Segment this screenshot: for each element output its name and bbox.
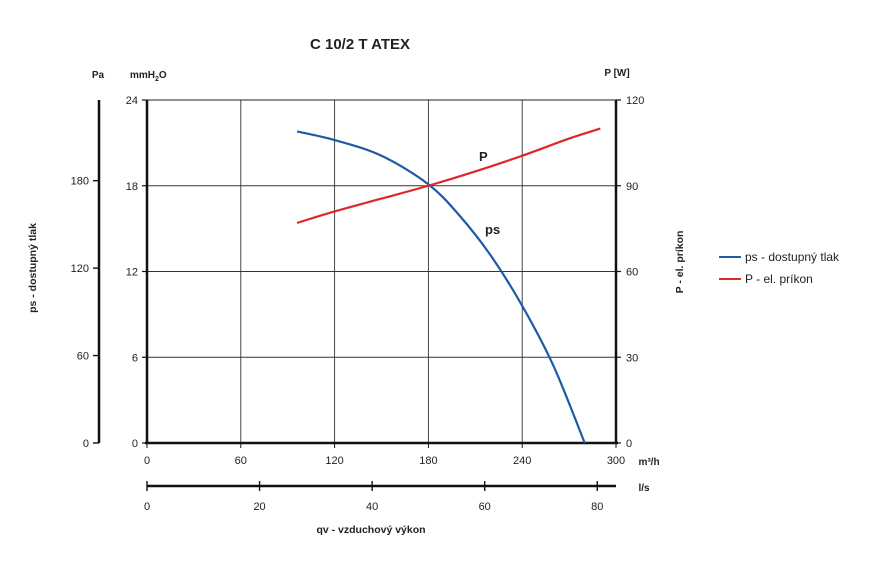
x-tick-label-ls: 80	[591, 501, 603, 513]
power-curve	[296, 127, 601, 224]
mmh2o-unit-sub: 2	[155, 76, 159, 83]
legend-label: P - el. príkon	[745, 272, 813, 286]
y-tick-label-power: 0	[626, 438, 632, 450]
x-tick-label-m3h: 300	[607, 455, 625, 467]
x-tick-label-ls: 60	[479, 501, 491, 513]
y-tick-label-pa: 0	[83, 438, 89, 450]
x-tick-label-m3h: 0	[144, 455, 150, 467]
y-tick-label-mmh2o: 0	[132, 438, 138, 450]
y-tick-label-pa: 60	[77, 351, 89, 363]
pressure-curve-label: ps	[485, 222, 500, 237]
power-curve-label: P	[479, 149, 488, 164]
legend-label: ps - dostupný tlak	[745, 250, 840, 264]
data-series: Pps	[296, 127, 601, 444]
x-unit-m3h: m³/h	[638, 457, 659, 468]
mmh2o-unit-main: mmH	[130, 70, 155, 81]
y-axis-left-title: ps - dostupný tlak	[27, 223, 39, 313]
y-tick-label-mmh2o: 6	[132, 352, 138, 364]
x-tick-label-m3h: 120	[325, 455, 343, 467]
x-unit-ls: l/s	[638, 483, 650, 494]
y-tick-label-power: 90	[626, 181, 638, 193]
x-axis-title: qv - vzduchový výkon	[316, 524, 425, 536]
mmh2o-unit-end: O	[159, 70, 167, 81]
y-tick-label-mmh2o: 18	[126, 181, 138, 193]
legend: ps - dostupný tlak P - el. príkon	[719, 250, 840, 286]
x-tick-label-m3h: 60	[235, 455, 247, 467]
y-tick-label-pa: 180	[71, 176, 89, 188]
y-axis-right-title: P - el. príkon	[674, 231, 686, 294]
y-tick-label-mmh2o: 12	[126, 267, 138, 279]
grid-lines	[147, 100, 616, 443]
chart-title: C 10/2 T ATEX	[310, 36, 410, 53]
mmh2o-unit-label: mmH2O	[130, 70, 167, 83]
pressure-curve	[296, 130, 586, 444]
x-tick-label-ls: 40	[366, 501, 378, 513]
axes	[97, 99, 618, 488]
pa-unit-label: Pa	[92, 70, 105, 81]
y-tick-label-power: 30	[626, 352, 638, 364]
x-tick-label-m3h: 180	[419, 455, 437, 467]
x-tick-label-m3h: 240	[513, 455, 531, 467]
x-tick-label-ls: 20	[253, 501, 265, 513]
y-tick-label-mmh2o: 24	[126, 95, 138, 107]
y-tick-label-power: 60	[626, 267, 638, 279]
power-unit-label: P [W]	[604, 68, 629, 79]
y-tick-label-power: 120	[626, 95, 644, 107]
y-tick-label-pa: 120	[71, 263, 89, 275]
x-tick-label-ls: 0	[144, 501, 150, 513]
